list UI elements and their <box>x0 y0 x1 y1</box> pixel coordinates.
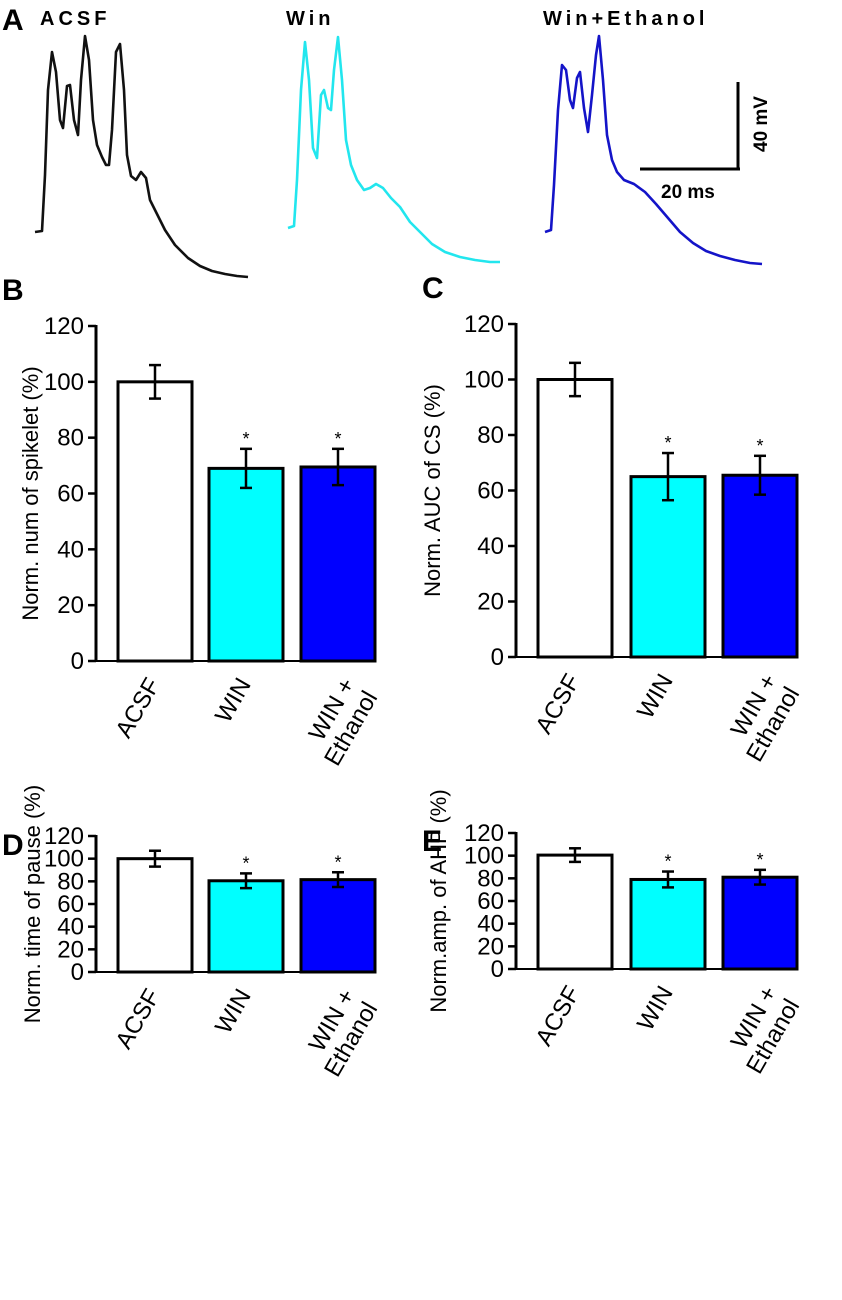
y-tick-label: 40 <box>477 533 504 560</box>
y-tick-label: 100 <box>44 369 84 396</box>
category-label: ACSF <box>110 674 165 743</box>
category-label: ACSF <box>530 670 585 739</box>
trace-label-win: Win <box>286 8 334 30</box>
y-axis-label: Norm. num of spikelet (%) <box>18 366 43 620</box>
bar-win-ethanol <box>721 473 799 659</box>
y-tick-label: 80 <box>57 868 84 895</box>
y-tick-label: 20 <box>477 933 504 960</box>
bar-acsf <box>116 857 194 974</box>
significance-star: * <box>756 436 763 456</box>
y-tick-label: 120 <box>44 313 84 340</box>
chart-panel-b: B 0 20 40 60 80 100 120 Norm. num of spikelet (%… <box>2 274 383 770</box>
y-tick-label: 40 <box>57 914 84 941</box>
category-label-line: WIN <box>210 985 257 1039</box>
y-axis-label: Norm. time of pause (%) <box>20 785 45 1023</box>
category-label-line: WIN <box>210 674 257 728</box>
y-tick-label: 0 <box>71 648 84 675</box>
y-tick-label: 0 <box>71 959 84 986</box>
chart-panel-c: C 0 20 40 60 80 100 120 Norm. AUC of CS (%) ACSF *… <box>420 272 805 766</box>
y-tick-label: 80 <box>477 422 504 449</box>
significance-star: * <box>242 853 249 873</box>
panel-label-a: A <box>2 4 24 37</box>
y-tick-label: 60 <box>477 888 504 915</box>
category-label-line: WIN <box>632 670 679 724</box>
category-label: WIN +Ethanol <box>297 674 384 771</box>
panel-label-b: B <box>2 274 24 307</box>
y-tick-label: 20 <box>57 936 84 963</box>
bar-win-ethanol <box>299 878 377 974</box>
y-tick-label: 40 <box>57 536 84 563</box>
significance-star: * <box>664 852 671 872</box>
category-label-line: ACSF <box>110 674 165 743</box>
bar-win <box>207 879 285 974</box>
bar-acsf <box>536 853 614 971</box>
trace-win <box>287 35 500 264</box>
bar-win <box>207 466 285 663</box>
scale-label-40mv: 40 mV <box>751 96 772 152</box>
panel-label-d: D <box>2 829 24 862</box>
bar-win-ethanol <box>721 875 799 971</box>
y-tick-label: 100 <box>464 367 504 394</box>
category-label: WIN <box>632 982 679 1036</box>
y-axis-label: Norm. AUC of CS (%) <box>420 384 445 597</box>
significance-star: * <box>334 852 341 872</box>
y-tick-label: 60 <box>477 478 504 505</box>
trace-acsf <box>34 34 249 279</box>
significance-star: * <box>334 429 341 449</box>
panel-label-c: C <box>422 272 444 305</box>
category-label: ACSF <box>530 982 585 1051</box>
y-tick-label: 100 <box>464 843 504 870</box>
panel-label-e: E <box>422 825 442 858</box>
bar-acsf <box>116 380 194 663</box>
trace-win-ethanol <box>544 34 763 266</box>
category-label: WIN <box>210 674 257 728</box>
y-tick-label: 0 <box>491 644 504 671</box>
significance-star: * <box>242 429 249 449</box>
y-tick-label: 20 <box>477 589 504 616</box>
category-label: WIN +Ethanol <box>719 670 806 767</box>
category-label-line: WIN <box>632 982 679 1036</box>
y-tick-label: 60 <box>57 481 84 508</box>
y-tick-label: 80 <box>477 865 504 892</box>
trace-label-win-ethanol: Win+Ethanol <box>543 8 708 30</box>
category-label-line: ACSF <box>530 982 585 1051</box>
category-label: WIN +Ethanol <box>297 985 384 1082</box>
category-label: WIN <box>632 670 679 724</box>
panel-a: A ACSF Win Win+Ethanol 40 mV 20 ms <box>2 4 772 279</box>
category-label: WIN <box>210 985 257 1039</box>
significance-star: * <box>664 433 671 453</box>
significance-star: * <box>756 850 763 870</box>
bar-win <box>629 475 707 659</box>
y-tick-label: 120 <box>464 311 504 338</box>
category-label: WIN +Ethanol <box>719 982 806 1079</box>
y-tick-label: 80 <box>57 425 84 452</box>
y-tick-label: 100 <box>44 846 84 873</box>
bar-win <box>629 877 707 971</box>
category-label-line: ACSF <box>530 670 585 739</box>
y-axis-label: Norm.amp. of AHP (%) <box>426 789 451 1012</box>
trace-label-acsf: ACSF <box>40 8 110 30</box>
y-tick-label: 120 <box>464 820 504 847</box>
category-label-line: ACSF <box>110 985 165 1054</box>
y-tick-label: 120 <box>44 823 84 850</box>
bar-win-ethanol <box>299 465 377 663</box>
y-tick-label: 40 <box>477 911 504 938</box>
category-label: ACSF <box>110 985 165 1054</box>
bar-acsf <box>536 378 614 659</box>
y-tick-label: 60 <box>57 891 84 918</box>
y-tick-label: 20 <box>57 592 84 619</box>
scale-label-20ms: 20 ms <box>661 182 715 203</box>
y-tick-label: 0 <box>491 956 504 983</box>
